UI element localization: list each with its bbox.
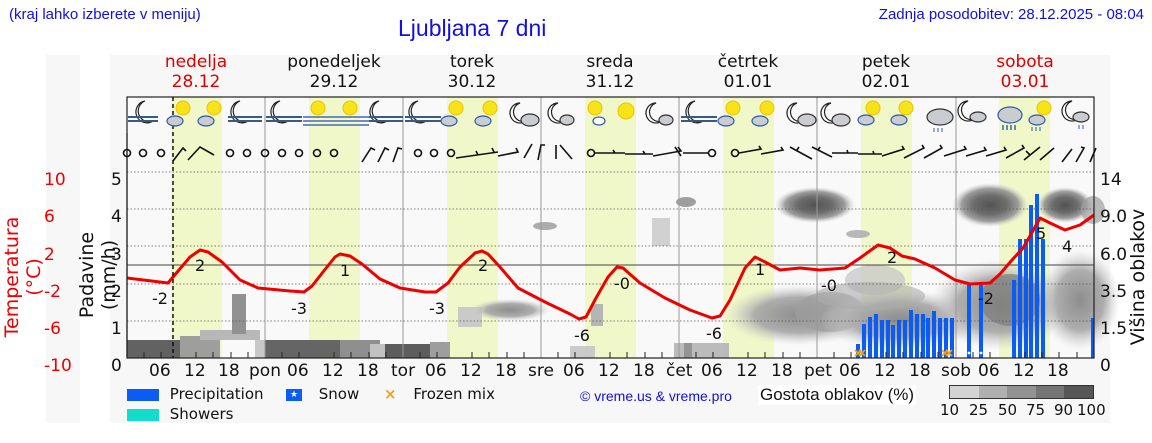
day-header: petek 02.01 (861, 52, 911, 92)
svg-text:4: 4 (1062, 237, 1072, 256)
sun-cloud-icon (751, 100, 775, 127)
temp-axis-title: Temperatura (°C) (1, 216, 45, 338)
svg-text:-2: -2 (152, 289, 168, 308)
wind-barbs-row (122, 143, 1097, 163)
svg-text:2: 2 (195, 256, 205, 275)
svg-text:1: 1 (755, 260, 765, 279)
moon-fog-icon (405, 100, 441, 124)
cloud-height-axis-title: Višina oblakov (km) (1127, 208, 1152, 346)
sun-fog-icon (303, 100, 369, 126)
sun-cloud-icon (474, 100, 498, 127)
moon-cloud-icon (509, 102, 540, 127)
svg-text:-2: -2 (978, 289, 994, 308)
svg-text:-3: -3 (429, 299, 445, 318)
day-header: sobota 03.01 (996, 52, 1054, 92)
precip-axis-ticks: 5 4 3 2 1 0 (111, 170, 122, 377)
moon-cloud-icon (820, 102, 851, 127)
weather-icon-row (128, 100, 1090, 132)
moon-fog-icon (128, 100, 158, 124)
frozen-mix-markers (854, 349, 953, 357)
sun-fog-icon (342, 100, 358, 116)
svg-text:1: 1 (340, 261, 350, 280)
sun-cloud-rain-icon (1028, 100, 1052, 131)
moon-cloud-icon (645, 102, 674, 126)
moon-fog-icon (228, 100, 262, 124)
temperature-labels: -2 2 -3 1 -3 2 -6 -0 -6 1 -0 2 -2 5 4 (152, 224, 1072, 345)
svg-text:-0: -0 (821, 276, 837, 295)
cloud-density-label: Gostota oblakov (%) (758, 385, 917, 405)
legend-precipitation: Precipitation (127, 385, 264, 403)
last-update: Zadnja posodobitev: 28.12.2025 - 08:04 (878, 6, 1144, 23)
sun-cloud-snow-icon (890, 100, 914, 126)
cloud-snow-rain-icon (926, 108, 954, 132)
legend-frozen-mix: × Frozen mix (384, 385, 495, 403)
cloud-rain-icon (997, 106, 1023, 130)
snow-markers (967, 351, 983, 355)
svg-text:2: 2 (478, 256, 488, 275)
sun-cloud-icon (197, 100, 222, 127)
legend-showers: Showers (127, 405, 233, 423)
svg-text:-6: -6 (574, 326, 590, 345)
precipitation-bars (856, 194, 1094, 358)
sun-cloud-icon (166, 100, 191, 127)
daylight-bands (171, 97, 1050, 358)
showers-swatch (127, 408, 159, 421)
cloud-density-scale (949, 385, 1094, 399)
temp-axis-panel (46, 55, 80, 423)
moon-fog-icon (266, 100, 302, 124)
sun-icon (617, 102, 635, 120)
svg-text:-6: -6 (706, 324, 722, 343)
svg-text:-3: -3 (291, 299, 307, 318)
day-separators (264, 97, 957, 358)
day-header: četrtek 01.01 (717, 52, 779, 92)
moon-cloud-rain-icon (1061, 100, 1090, 129)
day-header: ponedeljek 29.12 (287, 52, 381, 92)
legend-snow: ★ Snow (286, 385, 359, 403)
cloud-height-ticks: 14 9.0 6.0 3.5 1.5 0 (1100, 170, 1128, 377)
sun-cloud-icon (717, 100, 741, 127)
temperature-line (126, 213, 1095, 321)
moon-cloud-icon (547, 102, 575, 126)
frozen-mix-icon: × (384, 385, 397, 403)
temp-axis-ticks: 10 6 2 -2 -6 -10 (44, 170, 72, 377)
sun-cloud-snow-icon (857, 100, 881, 126)
x-ticks (143, 352, 1078, 358)
moon-fog-icon (369, 100, 403, 124)
moon-cloud-icon (786, 102, 817, 127)
day-header: sreda 31.12 (585, 52, 635, 92)
sun-cloud-icon (440, 100, 464, 127)
sun-cloud-icon (587, 100, 606, 126)
moon-fog-icon (681, 100, 717, 124)
day-header: nedelja 28.12 (164, 52, 228, 92)
svg-text:5: 5 (1036, 224, 1046, 243)
svg-text:2: 2 (887, 248, 897, 267)
page-title: Ljubljana 7 dni (398, 15, 547, 41)
precipitation-swatch (127, 388, 159, 401)
svg-text:-0: -0 (614, 274, 630, 293)
copyright-link[interactable]: © vreme.us & vreme.pro (580, 388, 732, 404)
x-axis-labels: 06 12 18 pon 06 12 18 tor 06 12 18 sre 0… (149, 361, 1069, 381)
location-hint: (kraj lahko izberete v meniju) (9, 6, 201, 23)
day-header: torek 30.12 (447, 52, 497, 92)
moon-cloud-snow-icon (957, 100, 987, 123)
snow-icon: ★ (286, 388, 302, 401)
